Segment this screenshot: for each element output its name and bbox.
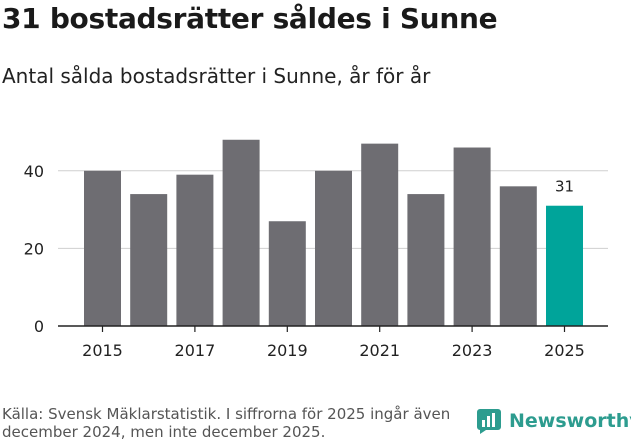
bar-2023 (453, 147, 491, 326)
x-tick-label-2021: 2021 (359, 341, 400, 360)
y-tick-label-20: 20 (24, 239, 44, 258)
x-tick-label-2015: 2015 (82, 341, 123, 360)
x-tick-label-2023: 2023 (452, 341, 493, 360)
bar-2021 (361, 143, 399, 326)
data-label-2025: 31 (555, 178, 574, 196)
x-tick-label-2025: 2025 (544, 341, 585, 360)
bar-2022 (407, 194, 445, 326)
y-tick-label-0: 0 (34, 317, 44, 336)
bar-2016 (130, 194, 168, 326)
page-subtitle: Antal sålda bostadsrätter i Sunne, år fö… (2, 64, 431, 88)
x-tick-label-2017: 2017 (175, 341, 216, 360)
bar-2020 (315, 170, 352, 326)
bar-chart: 0 20 40 31 2015 2017 2019 2021 2023 2025 (24, 139, 608, 360)
bar-2024 (499, 186, 537, 326)
bar-2019 (268, 221, 306, 326)
brand-name: Newsworthy (509, 410, 631, 432)
bar-2018 (222, 139, 260, 326)
bar-2017 (176, 174, 214, 326)
y-tick-label-40: 40 (24, 162, 44, 181)
bar-2015 (84, 170, 121, 326)
bar-2025 (546, 205, 583, 326)
brand-logo: Newsworthy (476, 408, 631, 434)
x-tick-label-2019: 2019 (267, 341, 308, 360)
source-note: Källa: Svensk Mäklarstatistik. I siffror… (2, 405, 451, 441)
newsworthy-logo-icon (477, 409, 501, 434)
page-title: 31 bostadsrätter såldes i Sunne (2, 2, 498, 35)
